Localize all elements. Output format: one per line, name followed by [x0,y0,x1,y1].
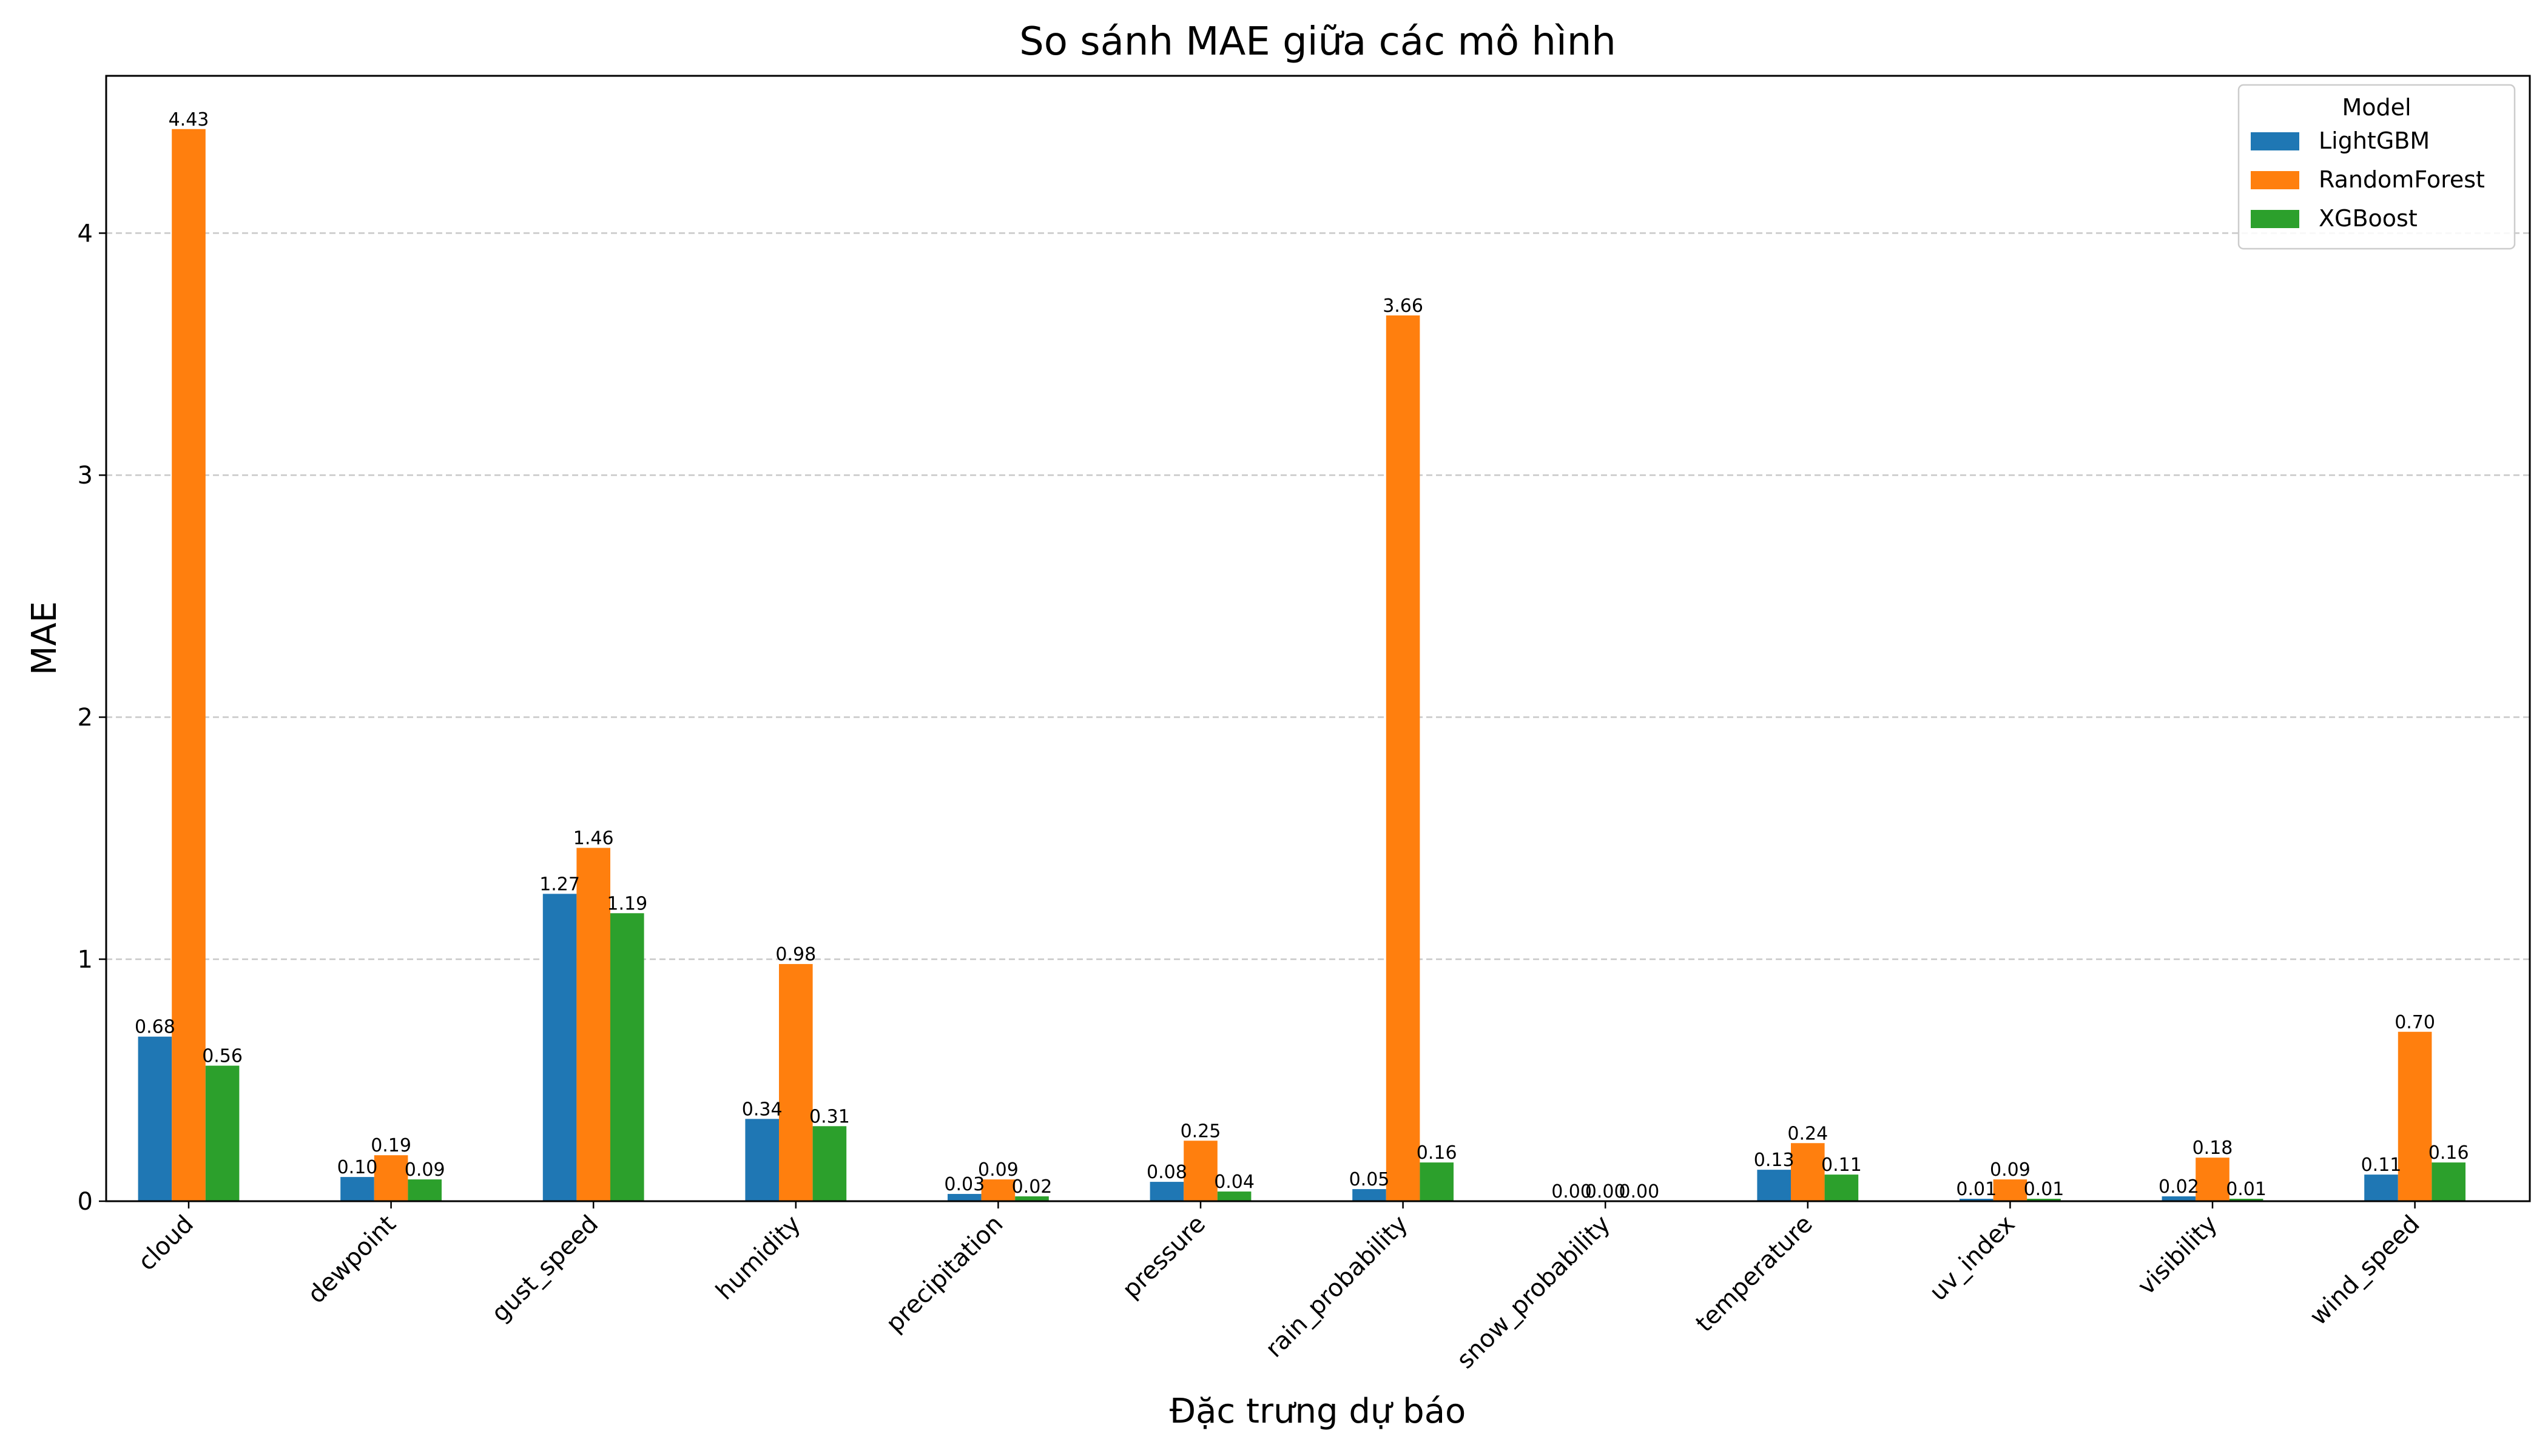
data-label: 0.10 [337,1157,378,1178]
data-label: 0.31 [809,1106,850,1127]
data-label: 0.18 [2192,1138,2233,1159]
bar-randomforest-rain_probability [1386,315,1420,1201]
bar-randomforest-precipitation [981,1179,1016,1201]
bar-xgboost-visibility [2229,1199,2263,1201]
bar-lightgbm-pressure [1150,1182,1184,1201]
data-label: 0.09 [1990,1159,2031,1181]
y-gridlines [106,232,2530,960]
y-tick-label: 0 [78,1188,93,1216]
data-label: 0.11 [2361,1154,2402,1176]
bar-randomforest-wind_speed [2398,1031,2432,1201]
legend-label-randomforest: RandomForest [2319,166,2485,193]
bar-lightgbm-precipitation [948,1194,982,1201]
data-label: 0.25 [1181,1121,1221,1142]
data-label: 0.01 [2024,1179,2064,1200]
data-label: 0.98 [775,944,816,965]
bar-lightgbm-gust_speed [542,894,577,1201]
legend-swatch-randomforest [2251,171,2299,189]
data-label: 0.01 [1956,1179,1997,1200]
data-label: 0.16 [1417,1142,1457,1164]
data-label: 1.27 [539,874,580,895]
bar-lightgbm-humidity [745,1119,779,1201]
data-label: 3.66 [1383,295,1423,317]
data-label: 0.16 [2428,1142,2469,1164]
bar-randomforest-visibility [2196,1158,2230,1201]
data-label: 4.43 [169,109,209,130]
data-label: 0.00 [1585,1181,1626,1202]
data-label: 0.09 [978,1159,1019,1181]
y-tick-label: 1 [78,946,93,974]
bar-randomforest-pressure [1184,1141,1218,1201]
data-label: 0.01 [2226,1179,2267,1200]
legend-title: Model [2342,94,2411,121]
bar-lightgbm-rain_probability [1352,1189,1386,1201]
data-label: 0.03 [944,1174,985,1195]
data-label: 0.02 [1012,1176,1053,1198]
data-labels-layer: 0.68 4.43 0.56 0.100.19 0.09 1.27 1.46 1.19 0.34… [135,109,2469,1202]
plot-area-frame [105,75,2531,1202]
data-label: 0.13 [1754,1150,1795,1171]
data-label: 0.56 [202,1046,243,1067]
bar-xgboost-gust_speed [610,913,644,1201]
bar-randomforest-temperature [1791,1143,1825,1201]
y-tick-label: 3 [78,462,93,490]
bar-xgboost-pressure [1217,1191,1252,1201]
y-tick-label: 4 [78,220,93,248]
data-label: 0.68 [135,1017,175,1038]
bar-xgboost-precipitation [1015,1196,1049,1201]
x-axis-label: Đặc trưng dự báo [1170,1392,1466,1431]
bar-randomforest-gust_speed [576,848,610,1201]
data-label: 0.02 [2159,1176,2199,1198]
data-label: 0.00 [1551,1181,1592,1202]
data-label: 1.19 [607,893,647,914]
legend-swatch-xgboost [2251,210,2299,228]
legend: Model LightGBM RandomForest XGBoost [2237,84,2516,250]
chart-title: So sánh MAE giữa các mô hình [1019,19,1616,64]
data-label: 0.00 [1619,1181,1659,1202]
legend-label-lightgbm: LightGBM [2319,127,2430,154]
y-axis-label: MAE [25,601,64,675]
bar-lightgbm-cloud [138,1036,172,1201]
bar-xgboost-cloud [205,1065,240,1201]
legend-frame [2237,84,2516,250]
y-tick-label: 2 [78,704,93,732]
bar-lightgbm-visibility [2162,1196,2196,1201]
bar-xgboost-dewpoint [408,1179,442,1201]
bar-xgboost-rain_probability [1420,1162,1454,1201]
bar-randomforest-dewpoint [374,1155,408,1201]
legend-swatch-lightgbm [2251,132,2299,150]
bar-randomforest-humidity [779,964,813,1201]
data-label: 0.19 [371,1135,411,1156]
data-label: 0.09 [405,1159,445,1181]
data-label: 0.70 [2395,1012,2435,1033]
bar-xgboost-uv_index [2027,1199,2061,1201]
data-label: 0.11 [1821,1154,1862,1176]
bar-lightgbm-uv_index [1960,1199,1994,1201]
bar-randomforest-uv_index [1993,1179,2027,1201]
legend-label-xgboost: XGBoost [2319,205,2418,232]
data-label: 0.05 [1349,1169,1390,1190]
bar-randomforest-cloud [172,129,206,1202]
bar-lightgbm-dewpoint [340,1177,374,1201]
bars-layer [138,129,2465,1202]
data-label: 0.04 [1214,1171,1255,1193]
data-label: 0.34 [742,1099,783,1120]
bar-lightgbm-temperature [1757,1170,1791,1201]
bar-lightgbm-wind_speed [2364,1175,2398,1201]
bar-xgboost-humidity [812,1126,847,1201]
data-label: 1.46 [573,828,614,849]
bar-xgboost-temperature [1824,1175,1859,1201]
data-label: 0.24 [1787,1123,1828,1144]
data-label: 0.08 [1147,1162,1187,1183]
bar-xgboost-wind_speed [2432,1162,2465,1201]
y-axis: 0 1 2 3 4 [78,220,106,1216]
